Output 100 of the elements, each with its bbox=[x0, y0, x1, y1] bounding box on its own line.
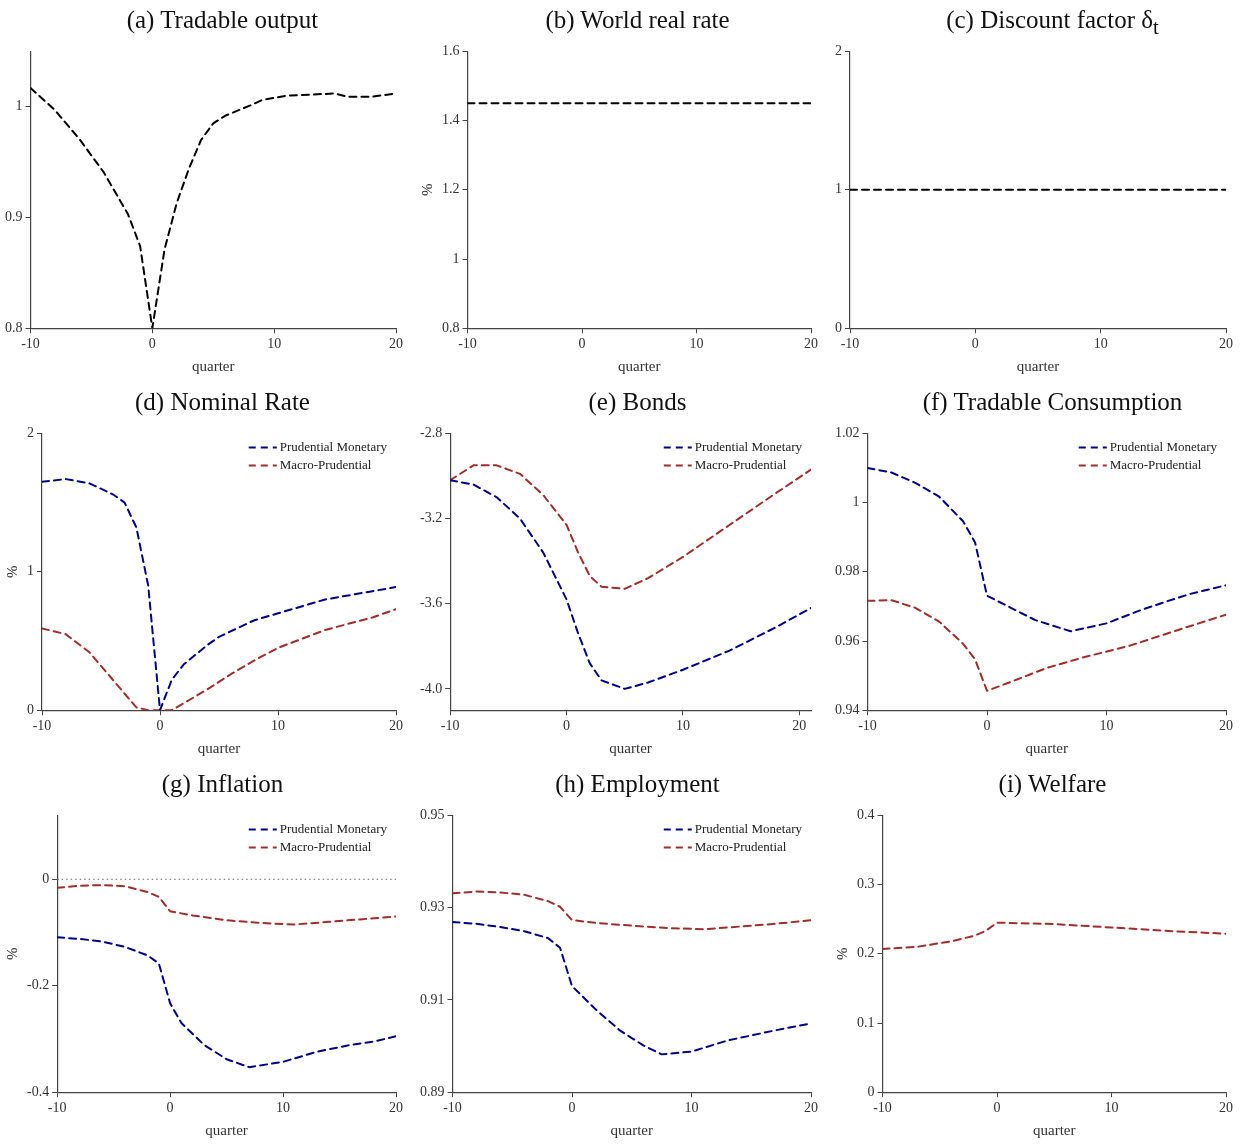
x-tick-label: 0 bbox=[166, 1100, 174, 1116]
chart-title: (a) Tradable output bbox=[125, 5, 320, 35]
x-tick-label: 0 bbox=[971, 336, 979, 352]
x-tick-label: -10 bbox=[840, 336, 860, 352]
x-tick-label: 0 bbox=[983, 718, 991, 734]
x-tick-label: 20 bbox=[1219, 1100, 1233, 1116]
chart-title: (d) Nominal Rate bbox=[134, 387, 311, 418]
y-tick-label: 0.91 bbox=[420, 991, 445, 1007]
y-tick-label: -0.4 bbox=[26, 1083, 50, 1099]
line-series bbox=[450, 479, 811, 690]
y-tick-label: 0 bbox=[867, 1083, 875, 1099]
x-axis-title: quarter bbox=[610, 1121, 653, 1138]
x-tick-label: 20 bbox=[1219, 336, 1233, 352]
x-tick-label: 20 bbox=[1219, 718, 1233, 734]
y-tick-label: 0.9 bbox=[5, 209, 23, 225]
y-tick-label: 2 bbox=[835, 43, 842, 59]
legend-label: Prudential Monetary bbox=[279, 820, 388, 836]
x-axis-title: quarter bbox=[1016, 357, 1060, 374]
x-axis-title: quarter bbox=[618, 357, 661, 374]
legend-label: Prudential Monetary bbox=[694, 438, 803, 454]
line-series bbox=[882, 921, 1226, 950]
x-tick-label: -10 bbox=[458, 336, 477, 352]
x-tick-label: 0 bbox=[993, 1100, 1001, 1116]
y-tick-label: 0.8 bbox=[5, 319, 23, 335]
x-tick-label: 0 bbox=[156, 718, 164, 734]
y-tick-label: 0.93 bbox=[420, 899, 445, 915]
y-tick-label: 0 bbox=[42, 870, 50, 886]
x-axis-title: quarter bbox=[609, 739, 652, 756]
y-tick-label: 2 bbox=[27, 425, 34, 441]
y-tick-label: 1 bbox=[452, 250, 460, 266]
y-tick-label: 1 bbox=[15, 98, 23, 114]
x-tick-label: -10 bbox=[440, 718, 460, 734]
y-tick-label: 0.4 bbox=[857, 807, 875, 823]
legend-label: Macro-Prudential bbox=[1109, 456, 1202, 472]
x-tick-label: 20 bbox=[389, 1100, 403, 1116]
x-axis-title: quarter bbox=[205, 1121, 248, 1138]
y-tick-label: -3.6 bbox=[419, 595, 443, 611]
x-tick-label: 20 bbox=[804, 1100, 818, 1116]
y-tick-label: -3.2 bbox=[419, 510, 443, 526]
x-tick-label: -10 bbox=[21, 336, 40, 352]
x-tick-label: 10 bbox=[675, 718, 690, 734]
y-tick-label: 0.96 bbox=[835, 632, 860, 648]
x-tick-label: -10 bbox=[858, 718, 877, 734]
x-tick-label: 20 bbox=[792, 718, 807, 734]
y-axis-title: % bbox=[3, 947, 20, 961]
x-tick-label: 10 bbox=[689, 336, 704, 352]
y-tick-label: 1.02 bbox=[835, 425, 860, 441]
y-tick-label: 0 bbox=[27, 701, 34, 717]
x-tick-label: -10 bbox=[47, 1100, 67, 1116]
y-tick-label: 1.6 bbox=[442, 43, 460, 59]
x-tick-label: -10 bbox=[873, 1100, 892, 1116]
x-tick-label: 20 bbox=[389, 718, 403, 734]
x-axis-title: quarter bbox=[1033, 1121, 1076, 1138]
legend-label: Macro-Prudential bbox=[279, 456, 372, 472]
x-tick-label: 0 bbox=[563, 718, 571, 734]
y-tick-label: -2.8 bbox=[419, 425, 443, 441]
x-tick-label: 10 bbox=[267, 336, 282, 352]
y-tick-label: 0.95 bbox=[420, 807, 445, 823]
legend-label: Macro-Prudential bbox=[694, 838, 787, 854]
y-axis-title: % bbox=[3, 565, 20, 579]
y-axis-title: % bbox=[418, 183, 435, 197]
y-tick-label: 0.89 bbox=[420, 1083, 445, 1099]
x-tick-label: 10 bbox=[1099, 718, 1114, 734]
x-axis-title: quarter bbox=[192, 357, 235, 374]
x-tick-label: -10 bbox=[443, 1100, 462, 1116]
x-axis-title: quarter bbox=[197, 739, 241, 756]
x-tick-label: 0 bbox=[578, 336, 586, 352]
y-tick-label: 1 bbox=[852, 494, 860, 510]
legend-label: Macro-Prudential bbox=[279, 838, 372, 854]
y-tick-label: -0.2 bbox=[26, 977, 50, 993]
y-tick-label: 0.1 bbox=[857, 1014, 875, 1030]
chart-title: (b) World real rate bbox=[544, 5, 731, 36]
y-tick-label: -4.0 bbox=[419, 680, 443, 696]
x-tick-label: 0 bbox=[568, 1100, 576, 1116]
chart-title: (i) Welfare bbox=[997, 769, 1108, 800]
x-tick-label: -10 bbox=[32, 718, 52, 734]
line-series bbox=[452, 920, 811, 1056]
y-tick-label: 0.98 bbox=[835, 563, 860, 579]
line-series bbox=[57, 936, 396, 1069]
legend-label: Macro-Prudential bbox=[694, 456, 787, 472]
y-axis-title: % bbox=[833, 947, 850, 961]
chart-title: (c) Discount factor δ$_{t}$ bbox=[945, 5, 1160, 40]
y-tick-label: 0.2 bbox=[857, 945, 875, 961]
chart-title: (g) Inflation bbox=[160, 769, 285, 800]
x-tick-label: 0 bbox=[148, 336, 156, 352]
y-tick-label: 0.94 bbox=[835, 701, 860, 717]
x-tick-label: 20 bbox=[804, 336, 818, 352]
x-tick-label: 10 bbox=[1093, 336, 1108, 352]
x-tick-label: 10 bbox=[684, 1100, 699, 1116]
y-tick-label: 1.4 bbox=[442, 112, 460, 128]
x-axis-title: quarter bbox=[1025, 739, 1068, 756]
legend-label: Prudential Monetary bbox=[279, 438, 388, 454]
x-tick-label: 10 bbox=[276, 1100, 291, 1116]
y-tick-label: 1.2 bbox=[442, 181, 460, 197]
y-tick-label: 1 bbox=[835, 181, 842, 197]
chart-title: (f) Tradable Consumption bbox=[921, 387, 1184, 418]
line-series bbox=[452, 890, 811, 931]
y-tick-label: 0.3 bbox=[857, 876, 875, 892]
line-series bbox=[57, 884, 396, 926]
y-tick-label: 1 bbox=[27, 563, 34, 579]
